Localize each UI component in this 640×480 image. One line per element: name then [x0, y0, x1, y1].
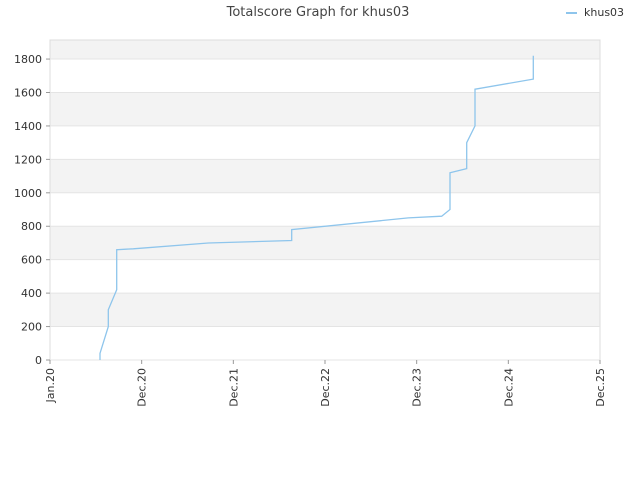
y-tick-label: 1200	[14, 153, 42, 166]
y-tick-label: 400	[21, 287, 42, 300]
grid-band	[50, 59, 600, 93]
y-tick-label: 0	[35, 354, 42, 367]
grid-band	[50, 326, 600, 360]
chart-title: Totalscore Graph for khus03	[226, 5, 410, 20]
y-tick-label: 200	[21, 321, 42, 334]
y-tick-label: 1400	[14, 120, 42, 133]
grid-band	[50, 259, 600, 294]
x-tick-label: Dec.22	[319, 368, 332, 407]
grid-band	[50, 226, 600, 260]
grid-band	[50, 192, 600, 227]
x-tick-label: Dec.24	[502, 368, 515, 407]
x-tick-label: Jan.20	[44, 368, 57, 403]
grid-band	[50, 159, 600, 193]
y-tick-label: 1600	[14, 86, 42, 99]
grid-band	[50, 40, 600, 60]
y-tick-label: 1800	[14, 53, 42, 66]
x-tick-label: Dec.25	[594, 368, 607, 407]
y-tick-label: 800	[21, 220, 42, 233]
legend-label: khus03	[584, 6, 624, 19]
y-tick-label: 1000	[14, 187, 42, 200]
x-tick-label: Dec.23	[411, 368, 424, 407]
x-tick-label: Dec.20	[136, 368, 149, 407]
grid-band	[50, 92, 600, 126]
grid-band	[50, 293, 600, 327]
x-tick-label: Dec.21	[227, 368, 240, 407]
grid-band	[50, 125, 600, 160]
y-tick-label: 600	[21, 254, 42, 267]
line	[99, 55, 534, 360]
